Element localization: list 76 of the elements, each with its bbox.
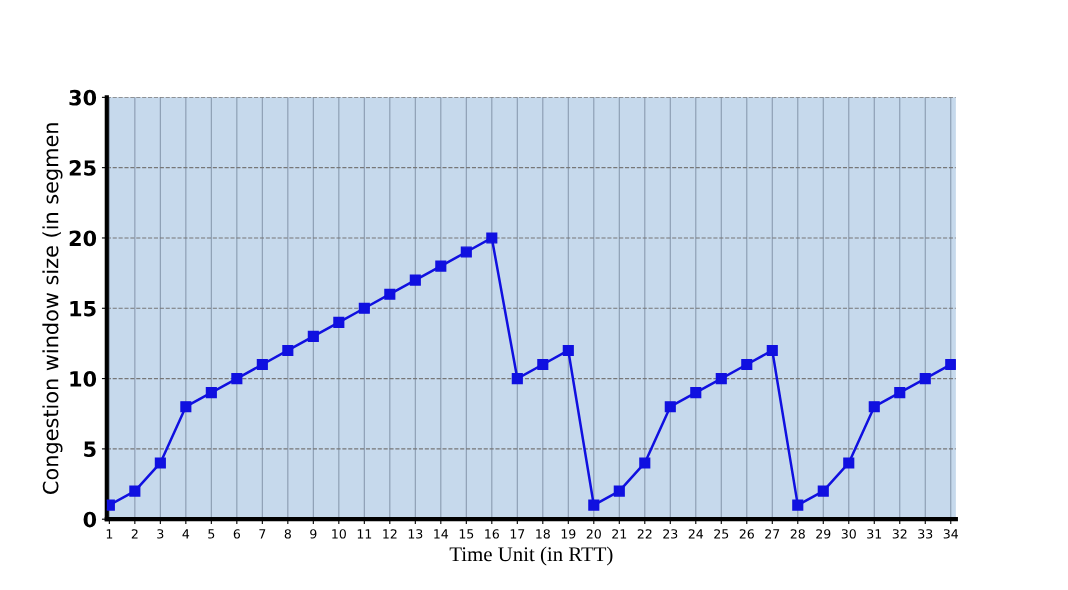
x-tick-label: 14 [434,529,449,539]
x-tick-label: 17 [510,529,525,539]
point [486,232,498,244]
x-tick-label: 13 [408,529,423,539]
point [919,373,931,385]
point [894,387,906,399]
x-tick-label: 4 [182,529,190,539]
point [537,358,549,371]
x-tick-label: 15 [459,529,474,539]
point [817,485,829,497]
x-tick-label: 12 [383,529,397,539]
x-tick-label: 31 [867,529,882,539]
point [664,401,676,413]
x-tick-label: 34 [943,529,959,539]
point [231,373,243,385]
point [358,302,370,314]
x-tick-label: 28 [790,529,805,539]
x-tick-label: 5 [208,529,215,539]
x-tick-label: 20 [586,529,601,539]
point [690,387,702,399]
point [613,485,625,497]
x-tick-label: 29 [816,529,831,539]
x-tick-label: 10 [332,529,346,539]
x-tick-label: 3 [157,529,164,539]
point [333,316,345,328]
x-tick-label: 19 [561,529,576,539]
x-tick-label: 25 [714,529,729,539]
point [868,401,880,413]
y-tick-label: 0 [83,511,97,528]
x-tick-label: 24 [688,529,704,539]
point [639,457,651,469]
y-axis-title: Congestion window size (in segmen [42,123,63,494]
x-tick-label: 23 [663,529,678,539]
y-tick-label: 20 [69,230,97,247]
point [792,499,804,511]
x-tick-label: 22 [637,529,652,539]
point [715,373,727,385]
y-tick-label: 10 [70,371,97,387]
x-tick-label: 7 [259,529,266,539]
point [409,274,421,286]
x-tick-label: 32 [892,529,907,539]
point [511,373,523,385]
point [256,358,268,371]
point [307,330,319,342]
x-tick-label: 11 [357,529,372,539]
point [129,485,141,497]
x-tick-label: 2 [131,529,138,539]
point [460,246,472,258]
point [384,288,396,300]
x-tick-label: 27 [765,529,780,539]
point [588,499,600,511]
x-tick-label: 6 [233,529,241,539]
point [282,344,294,357]
y-tick-label: 25 [69,160,96,176]
point [945,358,956,371]
x-tick-label: 9 [310,529,317,539]
y-tick-label: 15 [70,301,96,317]
y-tick-label: 5 [84,441,96,458]
x-tick-label: 16 [485,529,499,539]
x-tick-label: 33 [918,529,933,539]
point [154,457,166,469]
x-tick-label: 26 [739,529,754,539]
y-tick-label: 30 [69,89,97,106]
x-axis-title: Time Unit (in RTT) [449,546,613,566]
point [205,387,217,399]
point [562,344,574,357]
point [180,401,192,413]
x-tick-label: 18 [536,529,550,539]
x-tick-label: 21 [612,529,627,539]
point [435,260,447,272]
point [843,457,855,469]
point [741,358,753,371]
x-tick-label: 30 [841,529,856,539]
x-tick-label: 1 [106,529,113,539]
point [766,344,778,357]
x-tick-label: 8 [284,529,291,539]
